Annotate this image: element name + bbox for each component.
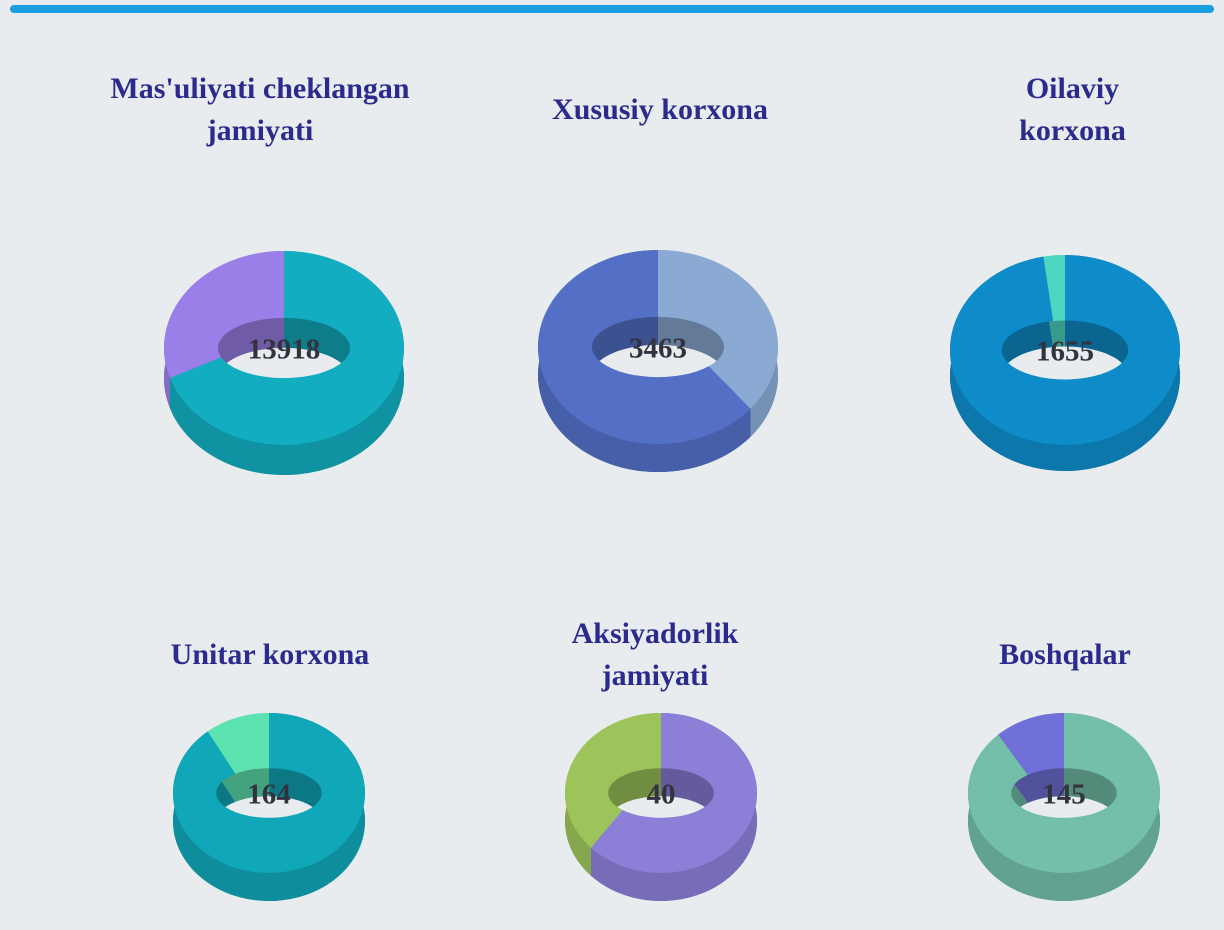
card-title: Xususiy korxona — [552, 93, 768, 126]
slice-side — [538, 250, 751, 472]
slice — [998, 713, 1064, 775]
donut: 145 — [968, 713, 1160, 902]
slice — [207, 713, 269, 774]
slice — [164, 251, 284, 378]
slice — [968, 713, 1160, 874]
total: 3463 — [629, 333, 687, 365]
donut: 3463 — [538, 250, 779, 472]
slice — [950, 255, 1180, 446]
total: 164 — [247, 779, 291, 811]
slice — [591, 713, 757, 873]
donut: 164 — [172, 713, 366, 901]
slice — [169, 251, 405, 445]
card-title: Oilaviy korxona — [1019, 72, 1126, 147]
total: 40 — [647, 779, 676, 811]
slice — [1043, 255, 1065, 322]
top-bar — [10, 5, 1214, 13]
card-title: Mas'uliyati cheklangan jamiyati — [110, 72, 410, 147]
card-title: Aksiyadorlik jamiyati — [571, 617, 739, 692]
slice-side — [591, 713, 757, 902]
donut: 13918 — [164, 251, 405, 475]
card-title: Boshqalar — [999, 638, 1131, 671]
card-title: Unitar korxona — [170, 638, 370, 671]
total: 13918 — [248, 334, 321, 366]
slice — [565, 713, 661, 848]
total: 145 — [1042, 779, 1086, 811]
slice — [172, 713, 365, 873]
donut: 40 — [564, 713, 757, 902]
slice — [658, 250, 779, 409]
slice — [538, 250, 751, 444]
donut: 1655 — [949, 255, 1181, 472]
total: 1655 — [1036, 336, 1094, 368]
